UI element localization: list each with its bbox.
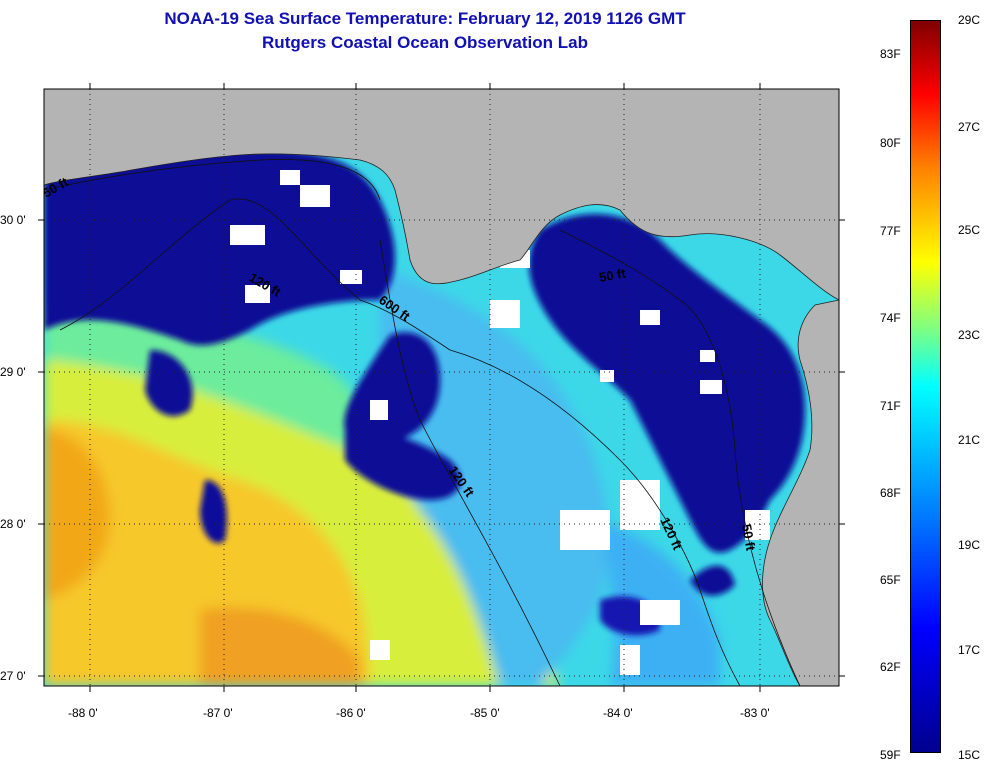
lat-label: 29 0' xyxy=(0,365,26,379)
cloud-patch xyxy=(620,645,640,675)
colorbar-f-label: 80F xyxy=(880,136,901,150)
colorbar-c-label: 23C xyxy=(958,328,981,342)
colorbar-c-label: 17C xyxy=(958,643,981,657)
contour-120ft xyxy=(59,198,451,351)
colorbar-f-label: 65F xyxy=(880,573,901,587)
cloud-patch xyxy=(640,600,680,625)
cloud-patch xyxy=(490,300,520,328)
cloud-patch xyxy=(700,350,715,362)
cloud-patch xyxy=(300,185,330,207)
contour-label: 50 ft xyxy=(739,523,759,553)
colorbar-c-label: 15C xyxy=(958,748,981,762)
green-band xyxy=(44,300,361,450)
warm-patch xyxy=(44,430,110,600)
contour-50ft-east xyxy=(559,229,801,686)
colorbar-f-label: 62F xyxy=(880,660,901,674)
cloud-patch xyxy=(280,170,300,185)
contour-label: 50 ft xyxy=(598,265,628,285)
contour-120ft-east xyxy=(449,349,741,686)
cold-water-blob xyxy=(690,565,735,596)
map-title: NOAA-19 Sea Surface Temperature: Februar… xyxy=(164,9,686,28)
cloud-patch xyxy=(230,225,265,245)
cloud-patch xyxy=(700,380,722,394)
contour-600ft xyxy=(379,239,561,686)
colorbar-f-label: 71F xyxy=(880,399,901,413)
colorbar-c-label: 29C xyxy=(958,13,981,27)
cloud-patch xyxy=(370,400,388,420)
warm-patch xyxy=(200,607,360,686)
colorbar-f-label: 74F xyxy=(880,311,901,325)
lon-label: -87 0' xyxy=(203,706,233,720)
colorbar-c-label: 27C xyxy=(958,120,981,134)
cloud-patch xyxy=(745,510,770,540)
colorbar-f-label: 59F xyxy=(880,748,901,762)
land-north xyxy=(44,89,839,301)
lat-label: 27 0' xyxy=(0,669,26,683)
lon-label: -86 0' xyxy=(336,706,366,720)
temperature-colorbar xyxy=(910,20,941,753)
colorbar-c-label: 19C xyxy=(958,538,981,552)
cloud-patch xyxy=(340,270,362,284)
cold-water-central xyxy=(344,332,440,442)
lat-label: 30 0' xyxy=(0,213,26,227)
colorbar-c-label: 25C xyxy=(958,223,981,237)
lon-label: -83 0' xyxy=(740,706,770,720)
colorbar-f-label: 83F xyxy=(880,47,901,61)
colorbar-f-label: 68F xyxy=(880,486,901,500)
cloud-patch xyxy=(600,370,614,382)
lon-label: -85 0' xyxy=(470,706,500,720)
map-subtitle: Rutgers Coastal Ocean Observation Lab xyxy=(262,33,588,52)
lon-label: -84 0' xyxy=(603,706,633,720)
map-frame xyxy=(43,88,840,687)
lon-label: -88 0' xyxy=(68,706,98,720)
colorbar-c-label: 21C xyxy=(958,433,981,447)
land-east xyxy=(762,299,839,686)
cloud-patch xyxy=(245,285,270,303)
contour-50ft xyxy=(44,159,381,201)
cold-water-central xyxy=(345,420,461,500)
cloud-patch xyxy=(560,510,610,550)
cold-water-blob xyxy=(200,480,227,544)
cloud-patch xyxy=(370,640,390,660)
cold-water-east xyxy=(529,213,805,553)
cold-water-blob xyxy=(145,350,193,417)
colorbar-f-label: 77F xyxy=(880,224,901,238)
lat-label: 28 0' xyxy=(0,517,26,531)
cloud-patch xyxy=(640,310,660,325)
cloud-patch xyxy=(620,480,660,530)
